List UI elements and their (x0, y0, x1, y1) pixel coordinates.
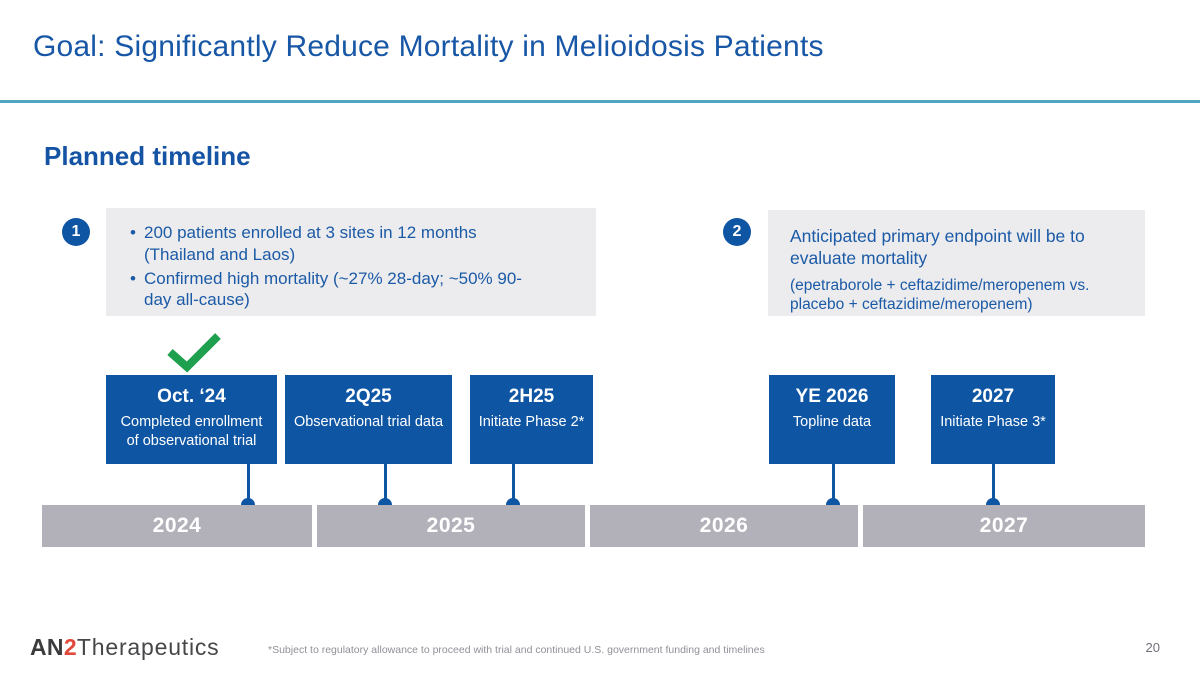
callout-2-heading: Anticipated primary endpoint will be to … (790, 226, 1085, 268)
milestone-label: Topline data (792, 414, 872, 430)
callout-1-box: 200 patients enrolled at 3 sites in 12 m… (106, 208, 596, 316)
page-number: 20 (1145, 640, 1160, 655)
milestone-label: Initiate Phase 2* (478, 414, 585, 430)
callout-2-number-badge: 2 (723, 218, 751, 246)
year-bar-2026: 2026 (590, 505, 858, 547)
callout-1-number-badge: 1 (62, 218, 90, 246)
milestone-date: 2H25 (508, 386, 555, 407)
footnote: *Subject to regulatory allowance to proc… (268, 644, 765, 656)
section-heading: Planned timeline (44, 141, 251, 171)
callout-1-bullet: Confirmed high mortality (~27% 28-day; ~… (130, 268, 540, 312)
milestone-2027: 2027 Initiate Phase 3* (931, 375, 1055, 464)
year-label: 2026 (699, 514, 749, 537)
year-label: 2025 (426, 514, 476, 537)
logo-suffix: Therapeutics (76, 634, 220, 660)
timeline-connector (992, 464, 995, 505)
timeline-connector (512, 464, 515, 505)
callout-2-subtext: (epetraborole + ceftazidime/meropenem vs… (790, 276, 1090, 314)
logo-prefix: AN (30, 634, 64, 660)
milestone-oct-24: Oct. ‘24 Completed enrollment of observa… (106, 375, 277, 464)
timeline-connector (384, 464, 387, 505)
milestone-label: Observational trial data (293, 414, 444, 430)
title-divider (0, 100, 1200, 103)
logo-digit: 2 (63, 634, 77, 660)
checkmark-icon (167, 333, 221, 373)
year-bar-2027: 2027 (863, 505, 1145, 547)
milestone-label: Completed enrollment of observational tr… (120, 414, 263, 449)
company-logo: AN2Therapeutics (30, 634, 219, 661)
year-bar-2024: 2024 (42, 505, 312, 547)
callout-2-box: Anticipated primary endpoint will be to … (768, 210, 1145, 316)
year-label: 2027 (979, 514, 1029, 537)
callout-1-bullet: 200 patients enrolled at 3 sites in 12 m… (130, 222, 540, 266)
year-bar-2025: 2025 (317, 505, 585, 547)
timeline-connector (247, 464, 250, 505)
callout-1-bullet-list: 200 patients enrolled at 3 sites in 12 m… (106, 222, 540, 311)
milestone-date: 2027 (971, 386, 1015, 407)
milestone-2q25: 2Q25 Observational trial data (285, 375, 452, 464)
timeline-connector (832, 464, 835, 505)
milestone-2h25: 2H25 Initiate Phase 2* (470, 375, 593, 464)
milestone-date: Oct. ‘24 (157, 386, 226, 407)
milestone-label: Initiate Phase 3* (940, 414, 1046, 430)
milestone-ye-2026: YE 2026 Topline data (769, 375, 895, 464)
callout-2-number: 2 (732, 223, 742, 240)
year-label: 2024 (152, 514, 202, 537)
page-title: Goal: Significantly Reduce Mortality in … (33, 30, 824, 63)
milestone-date: YE 2026 (795, 386, 869, 407)
milestone-date: 2Q25 (345, 386, 392, 407)
callout-1-number: 1 (71, 223, 81, 240)
